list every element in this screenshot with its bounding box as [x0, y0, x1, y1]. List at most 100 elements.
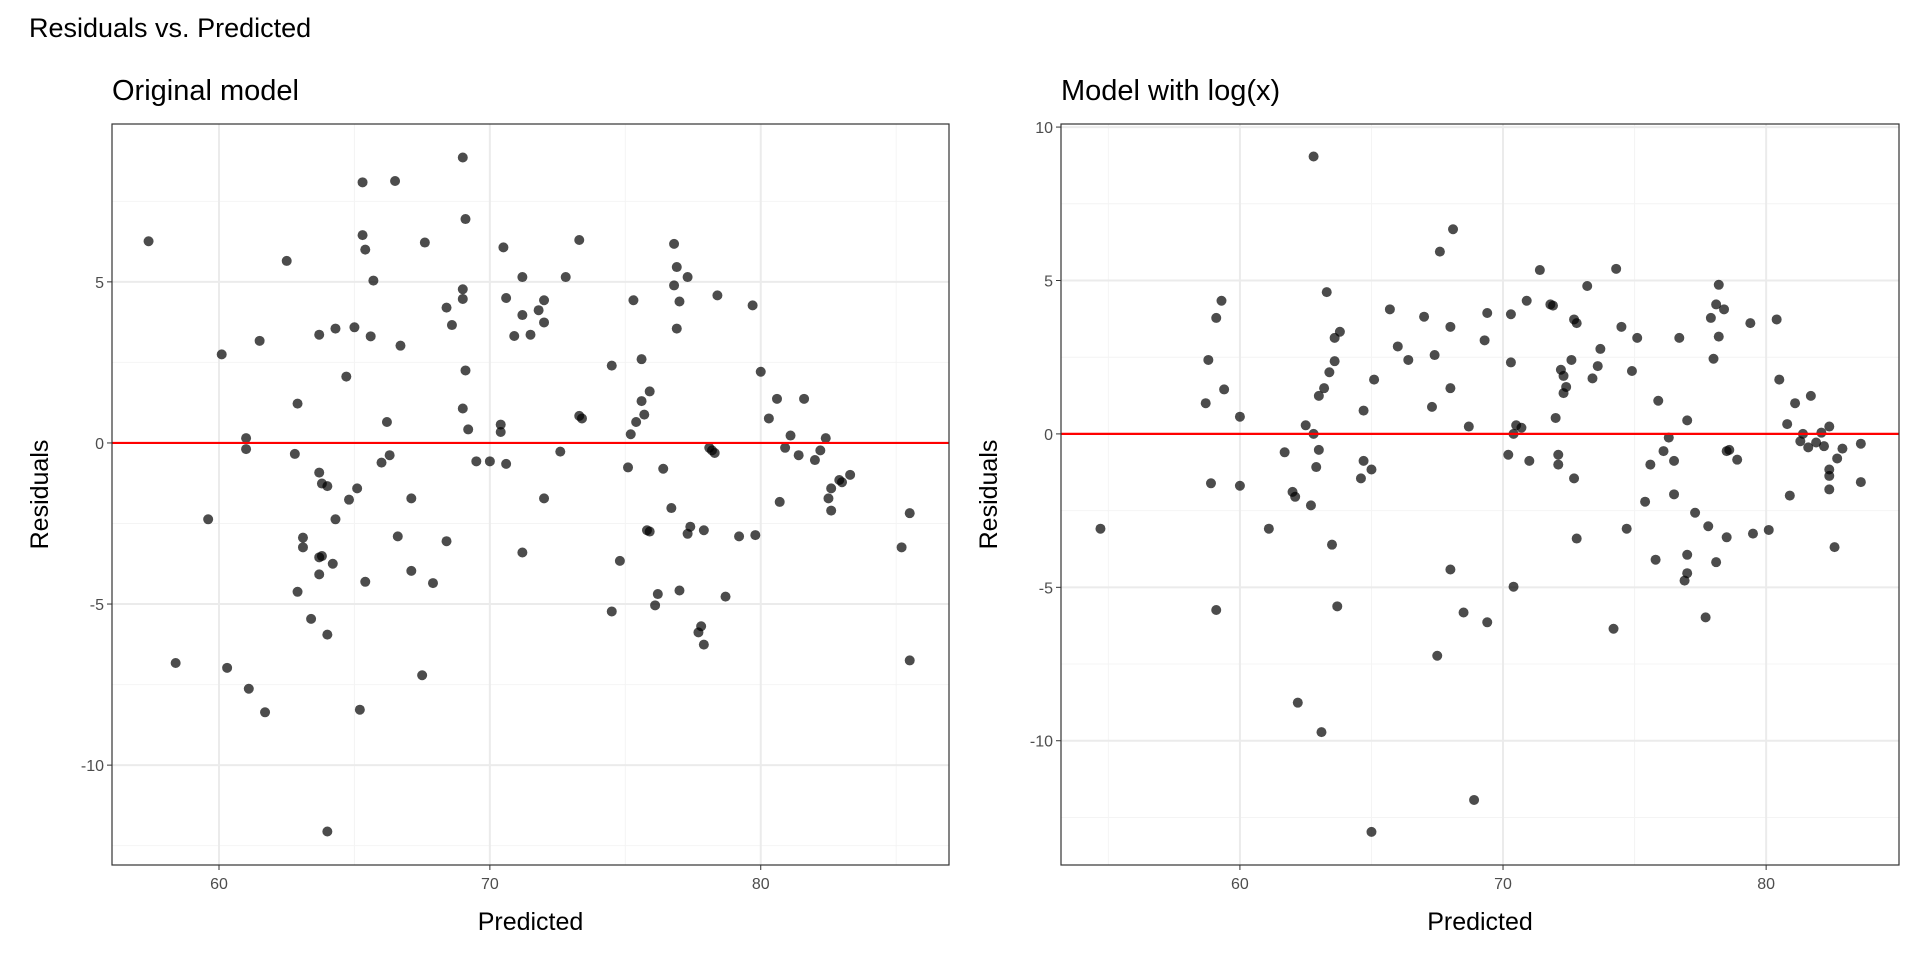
data-point: [820, 433, 831, 444]
data-point: [143, 236, 154, 247]
data-point: [734, 531, 745, 542]
data-point: [671, 323, 682, 334]
data-point: [457, 403, 468, 414]
data-point: [1571, 533, 1582, 544]
data-point: [1682, 549, 1693, 560]
data-point: [419, 237, 430, 248]
data-point: [1313, 390, 1324, 401]
data-point: [1721, 532, 1732, 543]
data-point: [1321, 287, 1332, 298]
data-point: [1516, 422, 1527, 433]
data-point: [1316, 727, 1327, 738]
data-point: [1571, 318, 1582, 329]
data-point: [1747, 528, 1758, 539]
data-point: [417, 670, 428, 681]
data-point: [1403, 354, 1414, 365]
x-axis-title: Predicted: [1427, 908, 1533, 936]
data-point: [1724, 444, 1735, 455]
panel-original-model: 60 70 80 -10 -5 0 5 Original model Predicted Resi…: [26, 75, 950, 936]
data-point: [495, 426, 506, 437]
data-point: [674, 585, 685, 596]
data-point: [1219, 384, 1230, 395]
data-point: [330, 323, 341, 334]
data-point: [281, 255, 292, 266]
data-point: [539, 317, 550, 328]
data-point: [260, 707, 271, 718]
panel-title: Original model: [112, 75, 299, 107]
data-point: [1708, 353, 1719, 364]
data-point: [666, 503, 677, 514]
data-point: [644, 526, 655, 537]
data-point: [628, 295, 639, 306]
data-point: [1508, 581, 1519, 592]
data-point: [216, 349, 227, 360]
data-point: [1653, 395, 1664, 406]
data-point: [360, 576, 371, 587]
data-point: [1771, 314, 1782, 325]
data-point: [1482, 617, 1493, 628]
data-point: [1445, 383, 1456, 394]
data-point: [644, 386, 655, 397]
panel-title: Model with log(x): [1061, 75, 1280, 107]
data-point: [1095, 523, 1106, 534]
data-point: [314, 467, 325, 478]
data-point: [555, 446, 566, 457]
data-point: [222, 662, 233, 673]
data-point: [1700, 612, 1711, 623]
data-point: [360, 244, 371, 255]
data-point: [441, 302, 452, 313]
data-point: [1463, 421, 1474, 432]
data-point: [1711, 557, 1722, 568]
data-point: [463, 424, 474, 435]
data-point: [384, 450, 395, 461]
data-point: [1790, 398, 1801, 409]
data-point: [785, 430, 796, 441]
data-point: [755, 366, 766, 377]
data-point: [1824, 484, 1835, 495]
data-point: [1816, 427, 1827, 438]
y-tick-label: -10: [81, 758, 104, 775]
data-point: [1674, 332, 1685, 343]
data-point: [826, 483, 837, 494]
x-axis-title: Predicted: [478, 908, 584, 936]
data-point: [747, 300, 758, 311]
data-point: [671, 262, 682, 273]
data-point: [636, 396, 647, 407]
data-point: [368, 275, 379, 286]
data-point: [1534, 265, 1545, 276]
data-point: [560, 272, 571, 283]
data-point: [501, 458, 512, 469]
data-point: [904, 655, 915, 666]
data-point: [1587, 373, 1598, 384]
data-point: [1358, 455, 1369, 466]
data-point: [1426, 401, 1437, 412]
data-point: [292, 586, 303, 597]
data-point: [650, 600, 661, 611]
data-point: [1319, 383, 1330, 394]
data-point: [322, 629, 333, 640]
data-point: [1561, 381, 1572, 392]
data-point: [1327, 539, 1338, 550]
data-point: [780, 442, 791, 453]
data-point: [1824, 421, 1835, 432]
data-point: [1292, 697, 1303, 708]
data-point: [441, 536, 452, 547]
data-point: [1732, 454, 1743, 465]
data-point: [292, 398, 303, 409]
data-point: [354, 704, 365, 715]
data-point: [392, 531, 403, 542]
data-point: [698, 639, 709, 650]
data-point: [1234, 480, 1245, 491]
data-point: [674, 296, 685, 307]
data-point: [1811, 437, 1822, 448]
data-point: [1445, 564, 1456, 575]
data-point: [1324, 367, 1335, 378]
data-point: [685, 521, 696, 532]
y-tick-label: -10: [1030, 734, 1053, 751]
y-tick-label: 5: [95, 275, 104, 292]
data-point: [498, 242, 509, 253]
panel-border: [1060, 123, 1900, 866]
data-point: [330, 514, 341, 525]
data-point: [1211, 312, 1222, 323]
data-point: [652, 589, 663, 600]
